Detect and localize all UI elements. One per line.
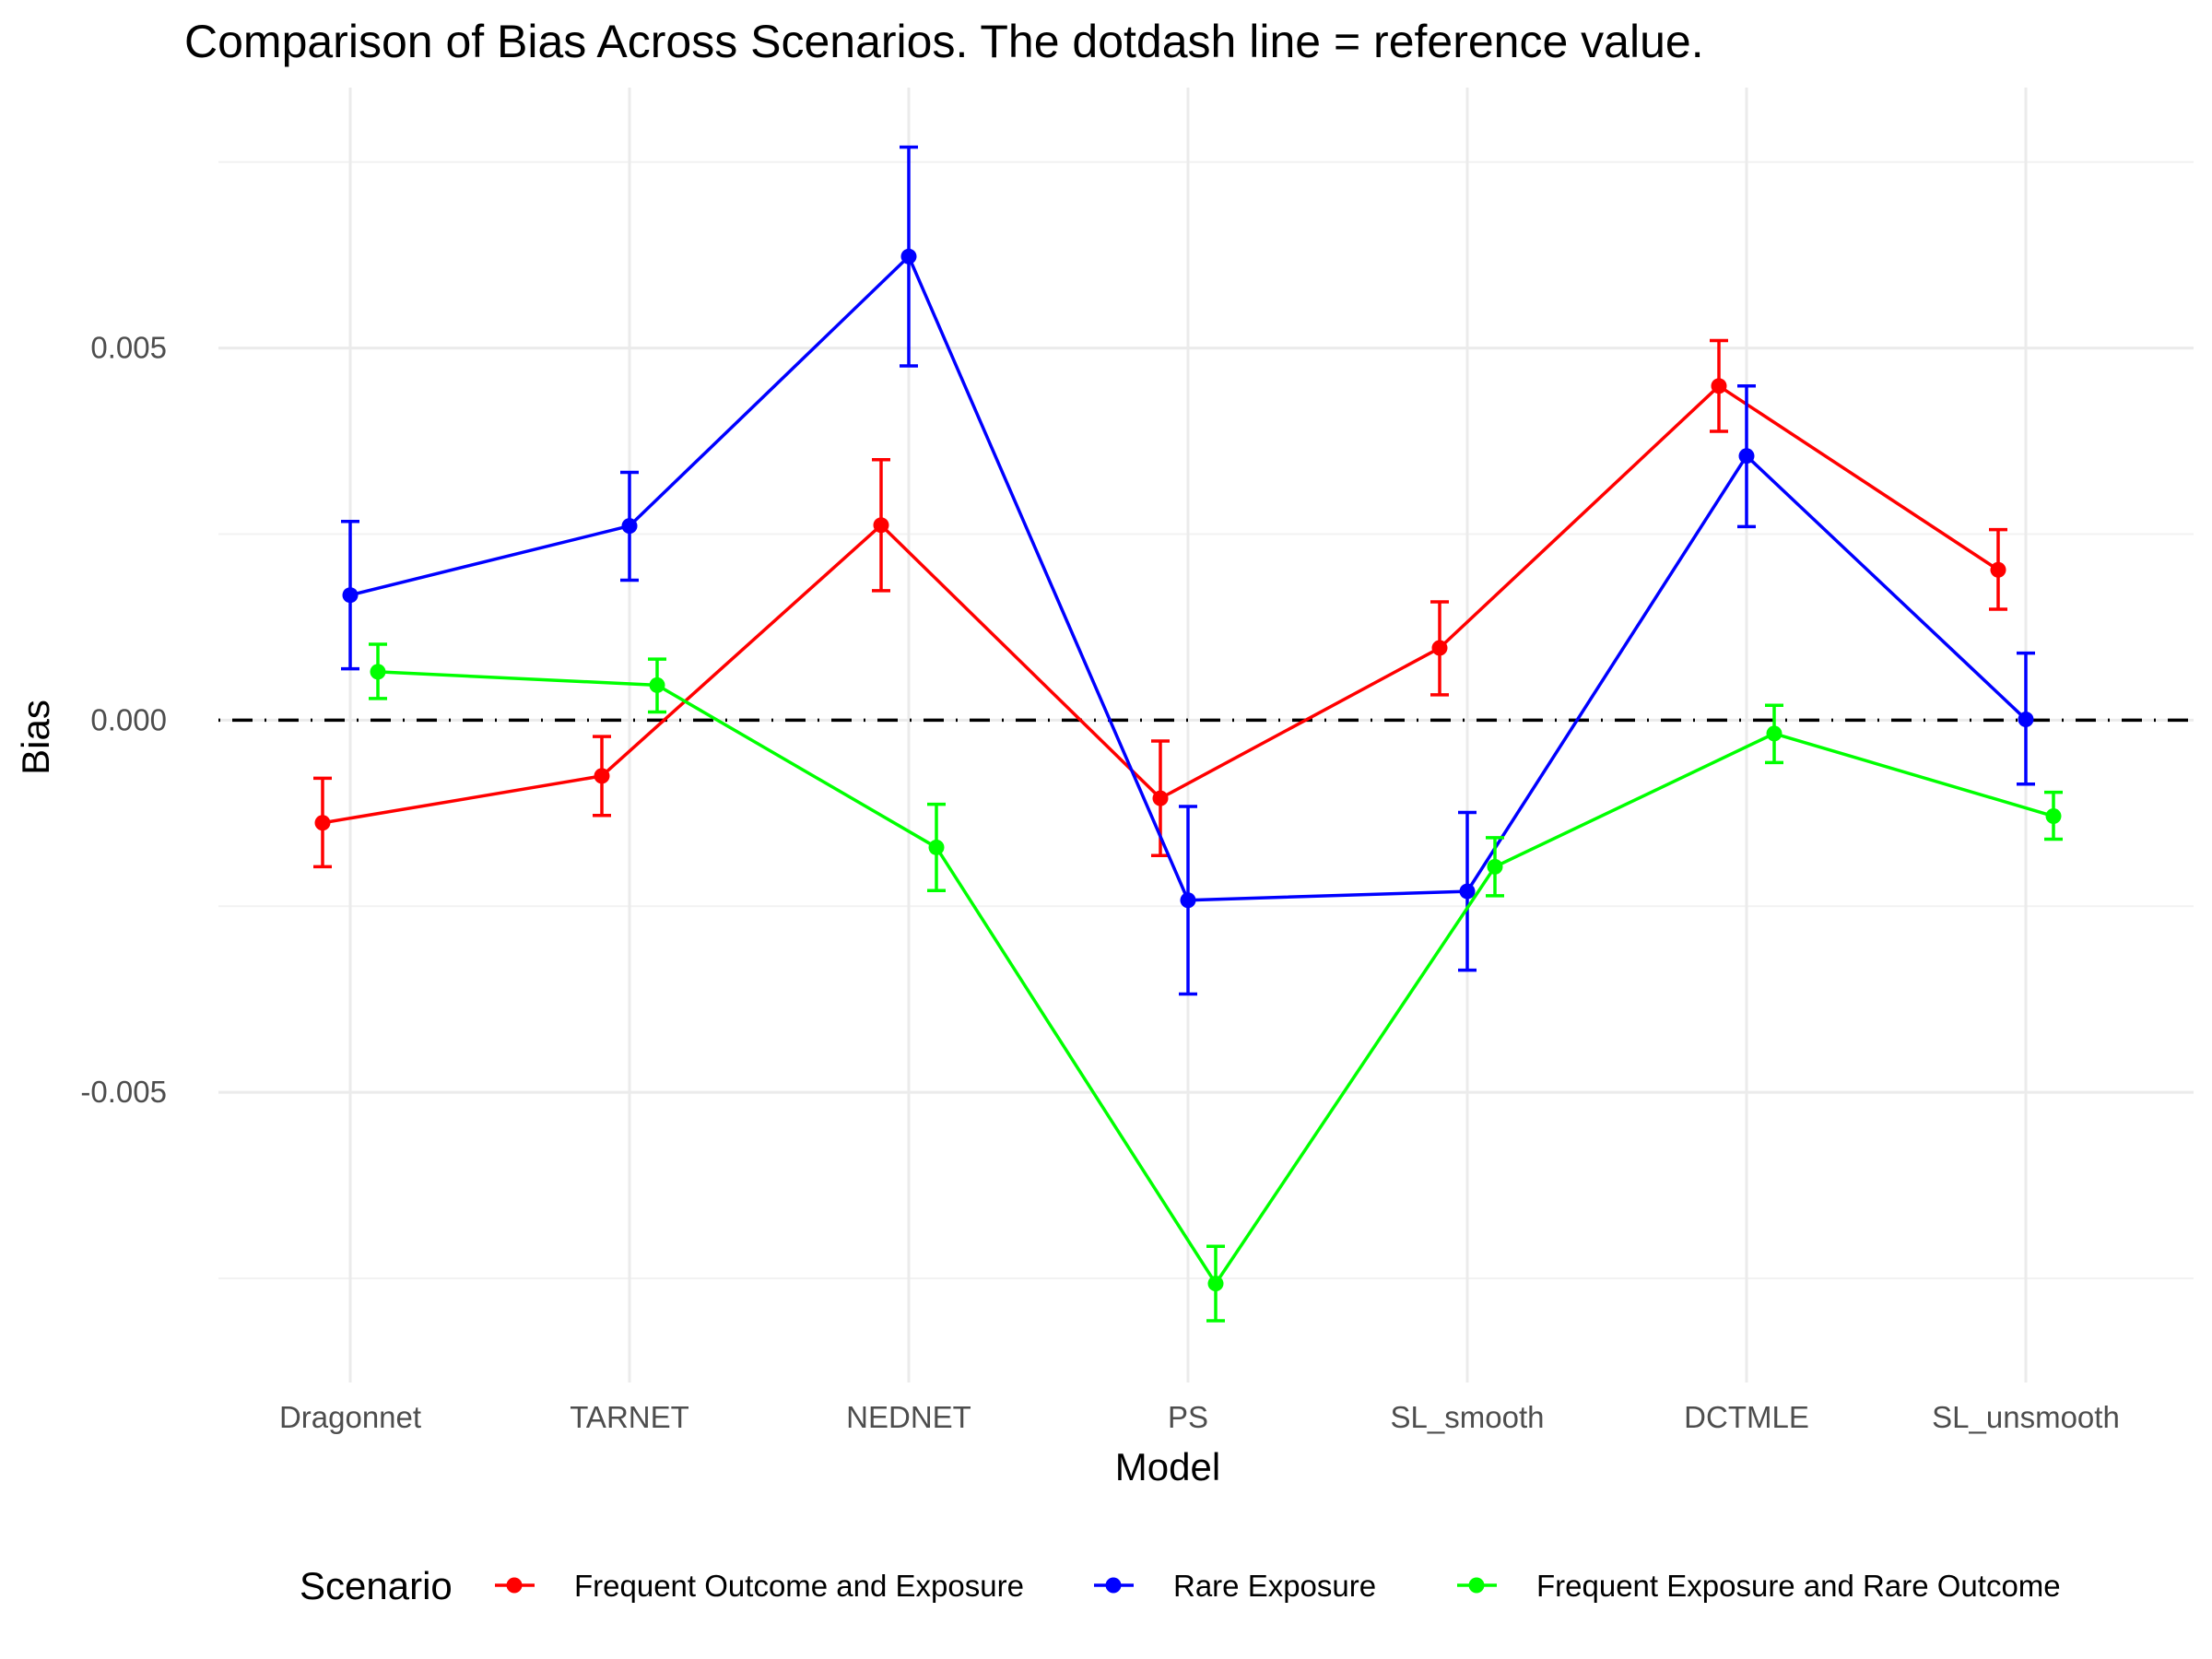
y-axis-title: Bias xyxy=(14,700,57,775)
legend: Scenario Frequent Outcome and Exposure Ra… xyxy=(300,1564,2061,1607)
legend-label: Rare Exposure xyxy=(1173,1569,1376,1603)
x-tick-label: NEDNET xyxy=(846,1400,971,1434)
legend-label: Frequent Outcome and Exposure xyxy=(574,1569,1024,1603)
series-layer xyxy=(313,145,2063,1323)
data-point xyxy=(1711,378,1727,394)
legend-entry: Rare Exposure xyxy=(1094,1569,1376,1603)
data-point xyxy=(1431,640,1448,656)
legend-key-point xyxy=(1468,1577,1485,1594)
data-point xyxy=(342,587,359,604)
legend-label: Frequent Exposure and Rare Outcome xyxy=(1536,1569,2061,1603)
series-group xyxy=(369,642,2063,1323)
data-point xyxy=(314,815,331,831)
y-tick-label: -0.005 xyxy=(80,1075,167,1109)
x-tick-label: SL_unsmooth xyxy=(1932,1400,2120,1434)
data-point xyxy=(1487,858,1503,875)
data-point xyxy=(2018,712,2034,728)
legend-entry: Frequent Exposure and Rare Outcome xyxy=(1457,1569,2061,1603)
x-tick-label: SL_smooth xyxy=(1391,1400,1545,1434)
data-point xyxy=(370,664,386,680)
y-tick-label: 0.005 xyxy=(90,331,167,365)
data-point xyxy=(649,677,665,693)
data-point xyxy=(928,839,945,855)
x-tick-label: PS xyxy=(1168,1400,1208,1434)
axis-layer: -0.005 0.000 0.005 Dragonnet TARNET NEDNET PS S… xyxy=(80,331,2119,1434)
data-point xyxy=(621,518,638,535)
data-point xyxy=(900,248,917,265)
legend-title: Scenario xyxy=(300,1564,453,1607)
data-point xyxy=(873,517,889,534)
legend-key-point xyxy=(506,1577,523,1594)
data-point xyxy=(1459,883,1476,900)
chart-title: Comparison of Bias Across Scenarios. The… xyxy=(184,16,1704,67)
series-group xyxy=(341,145,2035,996)
x-axis-title: Model xyxy=(1115,1445,1220,1488)
data-point xyxy=(1766,725,1783,742)
x-tick-label: TARNET xyxy=(570,1400,689,1434)
x-tick-label: DCTMLE xyxy=(1684,1400,1809,1434)
data-point xyxy=(1207,1276,1224,1292)
data-point xyxy=(1738,448,1755,465)
legend-entry: Frequent Outcome and Exposure xyxy=(495,1569,1024,1603)
y-tick-label: 0.000 xyxy=(90,702,167,736)
data-point xyxy=(1180,892,1196,909)
data-point xyxy=(2045,808,2062,825)
x-tick-label: Dragonnet xyxy=(279,1400,421,1434)
data-point xyxy=(1152,790,1169,806)
grid-layer xyxy=(218,88,2194,1382)
data-point xyxy=(594,768,610,784)
series-group xyxy=(313,338,2007,869)
data-point xyxy=(1990,561,2006,578)
legend-key-point xyxy=(1105,1577,1122,1594)
